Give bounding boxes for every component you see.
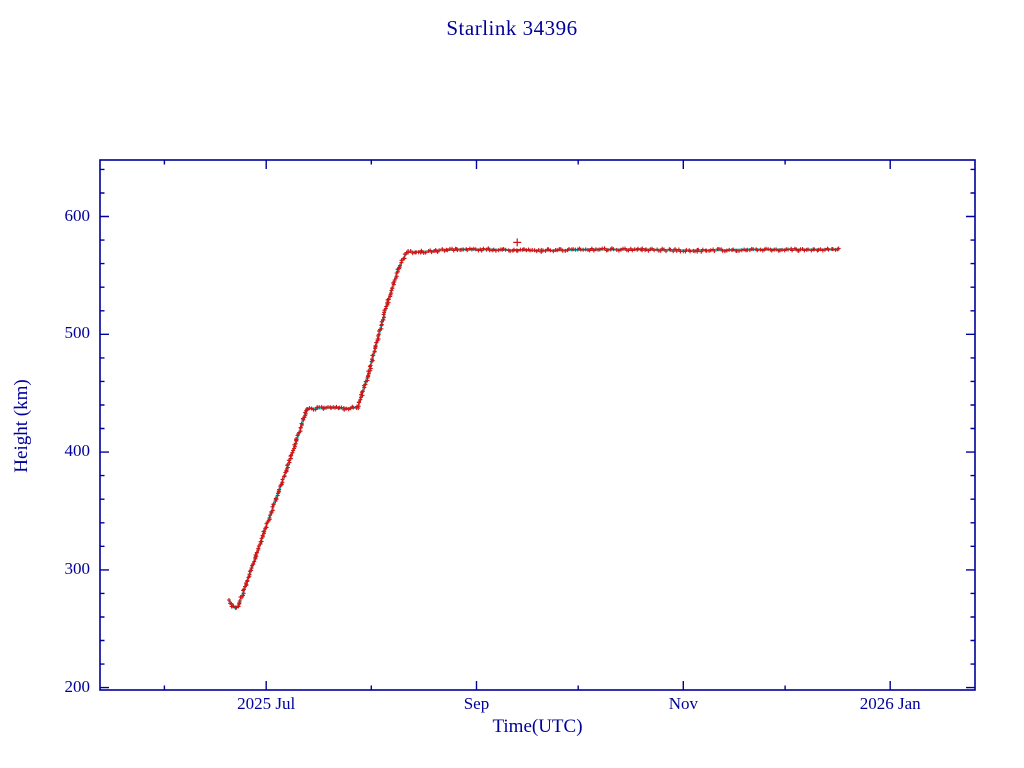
- plot-frame: [99, 159, 976, 691]
- chart-title: Starlink 34396: [446, 16, 578, 40]
- height-series-markers: [227, 246, 841, 610]
- x-axis-label: Time(UTC): [492, 716, 583, 737]
- outlier-marker: [513, 238, 522, 247]
- height-series-line: [228, 248, 840, 611]
- axis-ticks: [100, 160, 975, 690]
